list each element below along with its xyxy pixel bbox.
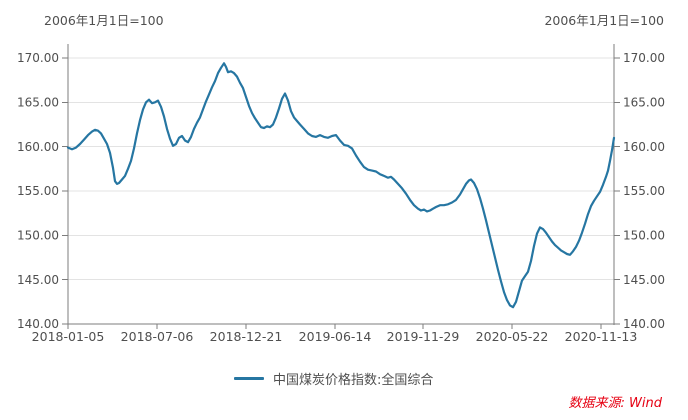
y-axis-label-right: 140.00 (623, 317, 665, 331)
y-axis-label-left: 140.00 (17, 317, 59, 331)
y-axis-label-right: 145.00 (623, 273, 665, 287)
y-axis-label-right: 150.00 (623, 229, 665, 243)
y-axis-label-right: 155.00 (623, 184, 665, 198)
legend: 中国煤炭价格指数:全国综合 (234, 369, 433, 388)
x-axis-label: 2018-01-05 (32, 329, 105, 344)
x-axis-label: 2019-11-29 (387, 329, 460, 344)
y-axis-label-left: 165.00 (17, 96, 59, 110)
y-axis-label-left: 150.00 (17, 229, 59, 243)
axis-note-right: 2006年1月1日=100 (544, 13, 664, 28)
y-axis-label-left: 170.00 (17, 51, 59, 65)
x-axis-label: 2018-12-21 (210, 329, 283, 344)
y-axis-label-left: 155.00 (17, 184, 59, 198)
legend-series-label[interactable]: 中国煤炭价格指数:全国综合 (273, 373, 434, 388)
legend-line-swatch[interactable] (234, 377, 264, 380)
axis-note-left: 2006年1月1日=100 (44, 13, 164, 28)
y-axis-label-left: 145.00 (17, 273, 59, 287)
data-source-note: 数据来源: Wind (568, 396, 662, 411)
y-axis-label-right: 170.00 (623, 51, 665, 65)
series-line (66, 62, 616, 309)
y-axis-label-right: 165.00 (623, 96, 665, 110)
y-axis-label-left: 160.00 (17, 140, 59, 154)
x-axis-label: 2019-06-14 (299, 329, 372, 344)
x-axis-label: 2020-05-22 (476, 329, 549, 344)
x-axis-label: 2020-11-13 (565, 329, 638, 344)
x-axis-label: 2018-07-06 (121, 329, 194, 344)
y-axis-label-right: 160.00 (623, 140, 665, 154)
